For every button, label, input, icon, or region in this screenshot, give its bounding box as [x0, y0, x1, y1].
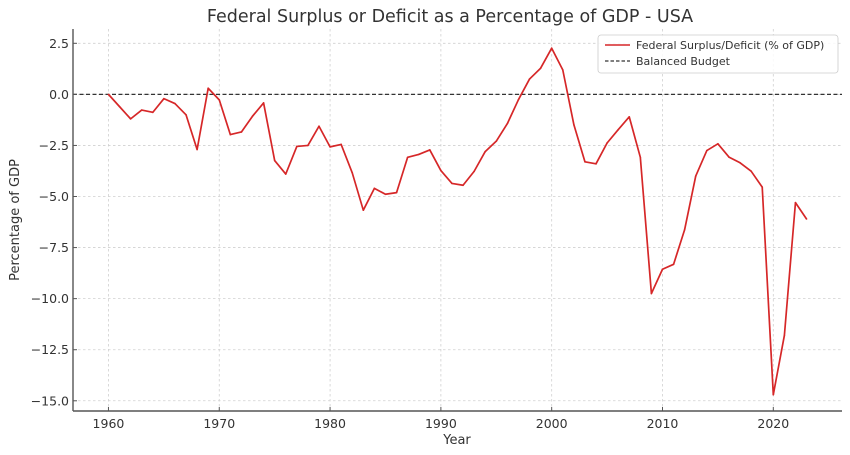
- data-point-1967: [185, 113, 187, 116]
- data-point-1999: [539, 67, 542, 70]
- data-point-2005: [606, 142, 608, 144]
- data-point-2014: [706, 149, 708, 152]
- data-point-1962: [129, 118, 132, 120]
- chart-title: Federal Surplus or Deficit as a Percenta…: [207, 7, 693, 27]
- data-point-1960: [107, 93, 110, 96]
- data-point-1985: [384, 193, 387, 196]
- data-point-1975: [273, 159, 276, 162]
- data-point-2022: [794, 201, 797, 204]
- y-tick-label: 0.0: [49, 87, 69, 102]
- data-point-1989: [428, 149, 431, 151]
- data-point-1979: [318, 125, 320, 128]
- x-tick-label: 1970: [203, 416, 235, 431]
- data-point-1993: [473, 170, 475, 173]
- surplus-deficit-line: [107, 47, 808, 396]
- legend-label-balanced-budget: Balanced Budget: [636, 55, 731, 68]
- data-point-2012: [683, 228, 686, 231]
- data-point-2000: [550, 47, 553, 50]
- y-tick-label: −5.0: [39, 189, 69, 204]
- grid: [73, 29, 842, 411]
- x-tick-label: 1990: [425, 416, 457, 431]
- x-tick-label: 2010: [647, 416, 679, 431]
- data-point-1994: [484, 150, 487, 153]
- data-point-1974: [262, 102, 265, 104]
- legend-box: [597, 34, 839, 74]
- data-point-1970: [218, 99, 221, 101]
- data-point-2010: [661, 268, 664, 271]
- y-tick-label: −7.5: [39, 240, 69, 255]
- data-point-2023: [805, 218, 808, 220]
- x-tick-label: 1960: [93, 416, 125, 431]
- legend-label-surplus-deficit: Federal Surplus/Deficit (% of GDP): [636, 39, 824, 52]
- data-point-1978: [307, 144, 309, 147]
- data-point-2008: [639, 156, 642, 159]
- data-point-2016: [728, 156, 730, 158]
- data-point-2013: [694, 175, 697, 177]
- legend: Federal Surplus/Deficit (% of GDP) Balan…: [597, 34, 839, 74]
- data-point-2006: [617, 128, 619, 131]
- y-axis-label: Percentage of GDP: [8, 159, 23, 281]
- data-point-1965: [163, 97, 165, 100]
- data-point-1988: [417, 153, 420, 156]
- data-point-2009: [650, 292, 653, 295]
- data-point-1972: [240, 131, 243, 133]
- data-point-2001: [561, 69, 564, 71]
- y-tick-label: −15.0: [31, 393, 69, 408]
- y-tick-label: −2.5: [39, 138, 69, 153]
- data-point-1996: [506, 122, 509, 125]
- data-point-2002: [573, 123, 575, 126]
- data-point-1991: [451, 182, 453, 185]
- data-point-1997: [517, 98, 520, 101]
- data-point-2007: [628, 116, 631, 118]
- data-point-1976: [284, 173, 287, 175]
- data-point-1984: [373, 187, 376, 190]
- data-point-1971: [229, 133, 232, 136]
- x-tick-label: 2000: [536, 416, 568, 431]
- data-point-2019: [761, 186, 764, 188]
- data-point-1986: [395, 191, 398, 194]
- data-point-1973: [251, 115, 254, 118]
- data-point-1968: [196, 148, 198, 151]
- data-point-2018: [750, 170, 752, 172]
- data-point-1998: [528, 78, 531, 80]
- x-tick-label: 2020: [757, 416, 789, 431]
- data-point-1995: [495, 140, 498, 142]
- data-point-2017: [739, 162, 741, 164]
- x-axis-label: Year: [442, 433, 471, 448]
- series-layer: [107, 47, 808, 396]
- data-point-1981: [340, 143, 342, 146]
- data-point-1964: [151, 111, 154, 114]
- data-point-2003: [584, 160, 586, 163]
- data-point-1980: [329, 146, 331, 148]
- data-point-2020: [772, 393, 775, 396]
- data-point-1990: [440, 169, 442, 172]
- data-point-1969: [207, 87, 209, 90]
- data-point-2004: [595, 163, 597, 165]
- axes: 1960 1970 1980 1990 2000 2010 2020 2.5 0.0 −2.5 −5…: [31, 29, 842, 431]
- data-point-1966: [174, 102, 176, 105]
- data-point-1963: [140, 109, 143, 111]
- data-point-2021: [783, 334, 786, 337]
- data-point-1992: [462, 184, 464, 187]
- data-point-2011: [672, 263, 675, 266]
- data-point-2015: [717, 143, 719, 145]
- data-point-1983: [362, 209, 365, 211]
- y-tick-label: −10.0: [31, 291, 69, 306]
- y-tick-label: 2.5: [49, 36, 69, 51]
- data-point-1977: [296, 145, 298, 148]
- x-tick-label: 1980: [314, 416, 346, 431]
- data-point-1987: [406, 156, 409, 159]
- y-tick-label: −12.5: [31, 342, 69, 357]
- data-point-1961: [118, 105, 121, 108]
- data-point-1982: [351, 172, 354, 174]
